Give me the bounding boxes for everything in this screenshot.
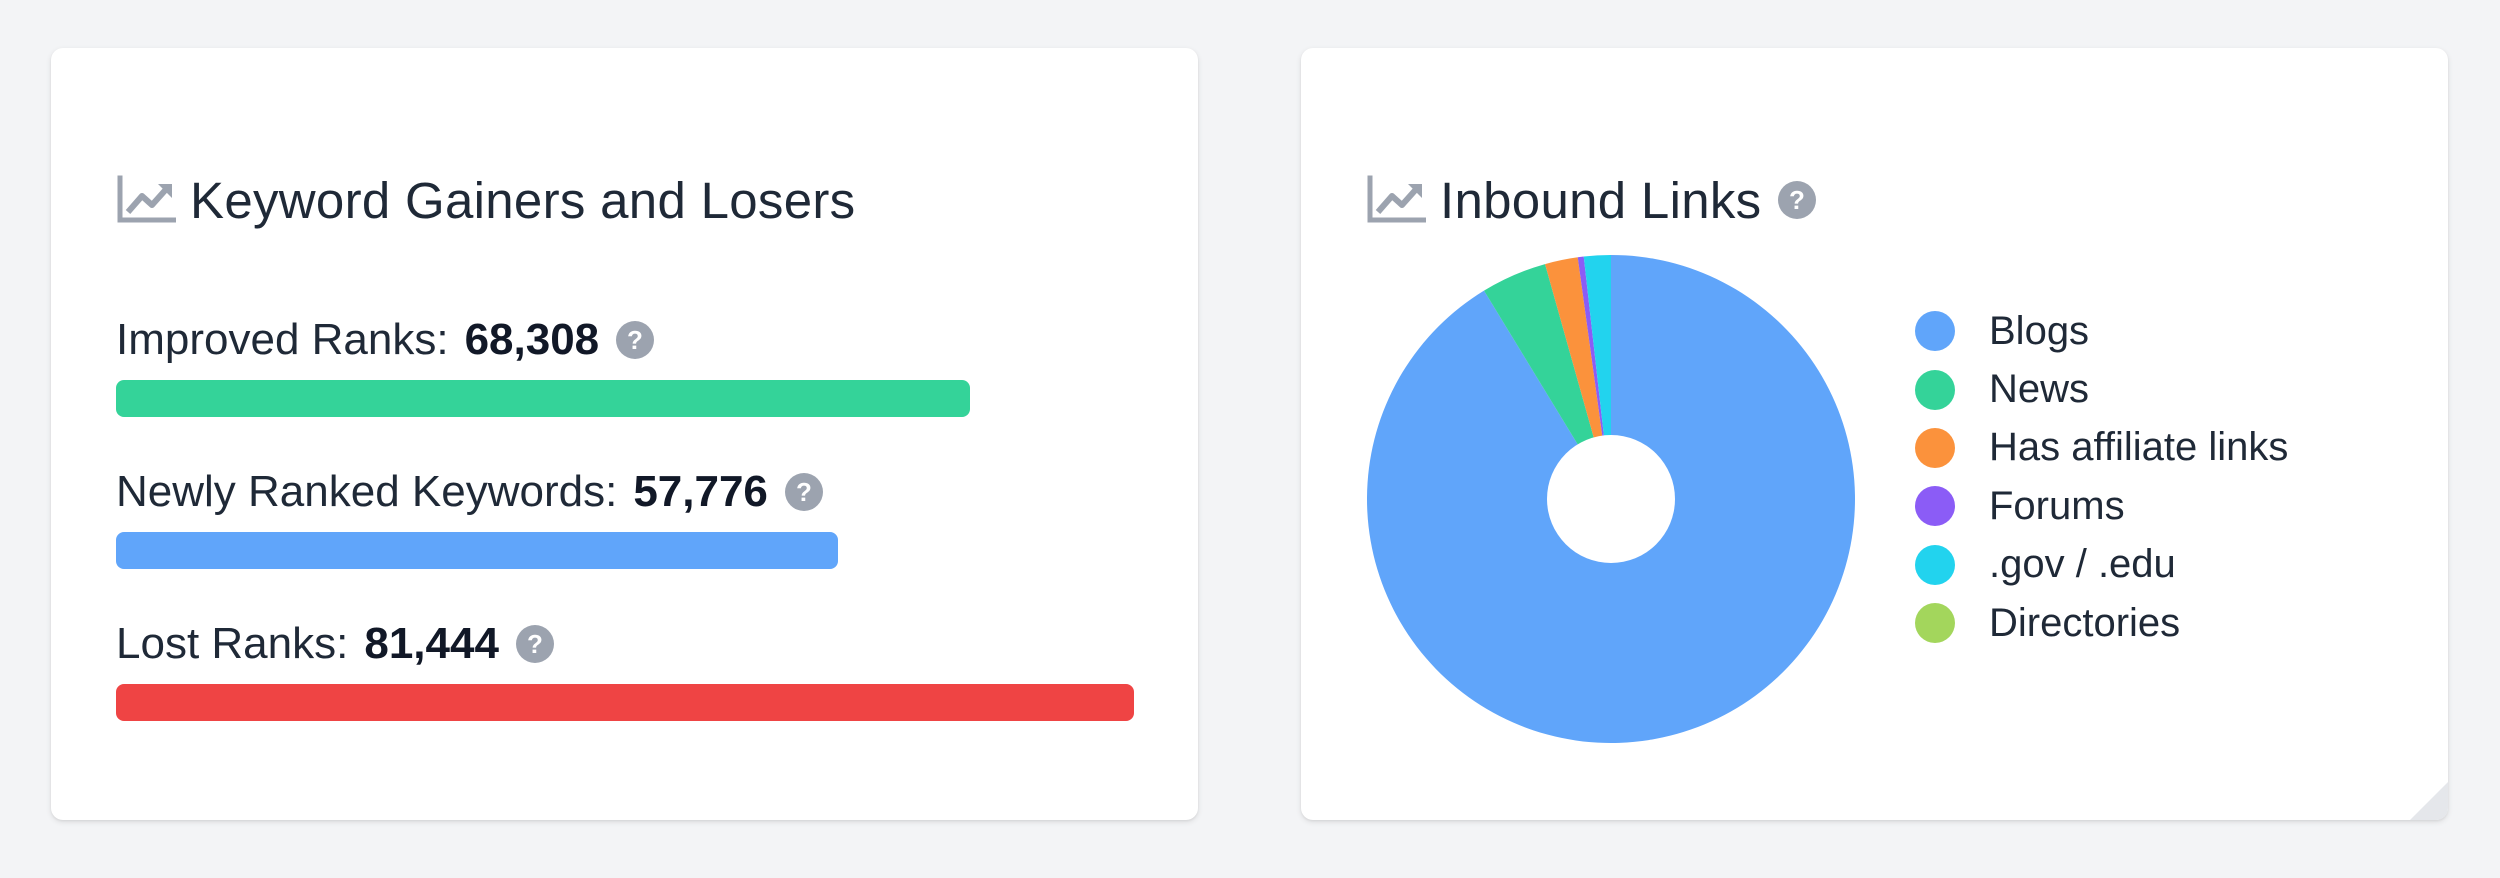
metric-value: 68,308 [464, 315, 600, 364]
legend-item[interactable]: Forums [1915, 477, 2288, 535]
metric-value: 81,444 [364, 619, 499, 668]
legend-swatch [1915, 369, 1955, 410]
legend-swatch [1915, 544, 1955, 585]
trend-chart-icon [117, 175, 176, 223]
legend-swatch [1915, 427, 1955, 468]
help-icon[interactable]: ? [784, 472, 824, 512]
legend-label: .gov / .edu [1989, 542, 2176, 587]
help-icon[interactable]: ? [615, 320, 655, 360]
metric-label: Lost Ranks: [116, 619, 349, 668]
legend-item[interactable]: .gov / .edu [1915, 536, 2288, 594]
svg-text:?: ? [627, 325, 643, 355]
legend-swatch [1915, 603, 1955, 644]
legend-item[interactable]: News [1915, 360, 2288, 418]
svg-text:?: ? [527, 629, 543, 659]
legend-label: Blogs [1989, 308, 2090, 353]
help-icon[interactable]: ? [515, 624, 555, 664]
legend-item[interactable]: Directories [1915, 594, 2288, 652]
resize-corner [2410, 782, 2448, 820]
links-card-title: Inbound Links [1440, 171, 1762, 229]
legend-item[interactable]: Has affiliate links [1915, 419, 2288, 477]
improved-ranks-bar [116, 380, 970, 417]
metric-label: Newly Ranked Keywords: [116, 467, 618, 516]
svg-text:?: ? [796, 477, 812, 507]
inbound-links-card: Inbound Links ? Blogs News Has affiliate l… [1301, 48, 2448, 820]
newly-ranked-bar [116, 532, 838, 569]
trend-chart-icon [1367, 175, 1426, 223]
lost-ranks-bar [116, 684, 1134, 721]
keyword-card-header: Keyword Gainers and Losers [116, 170, 855, 230]
legend-swatch [1915, 486, 1955, 527]
legend-label: Has affiliate links [1989, 425, 2289, 470]
metric-value: 57,776 [633, 467, 768, 516]
pie-slice-news[interactable] [1483, 264, 1611, 499]
legend-item[interactable]: Blogs [1915, 302, 2288, 360]
keyword-card-title: Keyword Gainers and Losers [190, 171, 856, 229]
links-card-header: Inbound Links ? [1366, 170, 1817, 230]
legend-label: Directories [1989, 600, 2181, 645]
legend-label: Forums [1989, 483, 2125, 528]
donut-hole [1547, 435, 1675, 563]
legend-swatch [1915, 311, 1955, 352]
metric-label: Improved Ranks: [116, 315, 449, 364]
pie-legend: Blogs News Has affiliate links Forums .gov /… [1915, 302, 2288, 652]
svg-text:?: ? [1790, 185, 1806, 215]
help-icon[interactable]: ? [1777, 180, 1817, 220]
legend-label: News [1989, 367, 2090, 412]
keyword-gainers-losers-card: Keyword Gainers and Losers Improved Rank… [51, 48, 1198, 820]
metric-lost-ranks: Lost Ranks: 81,444 ? [116, 614, 1134, 721]
metric-improved-ranks: Improved Ranks: 68,308 ? [116, 310, 970, 417]
metric-newly-ranked: Newly Ranked Keywords: 57,776 ? [116, 462, 838, 569]
inbound-links-pie-chart [1367, 255, 1855, 743]
